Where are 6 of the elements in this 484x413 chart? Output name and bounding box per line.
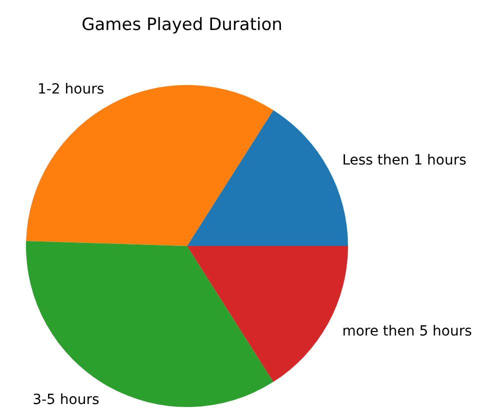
slice-label: more then 5 hours: [342, 323, 472, 340]
pie-slice: [26, 240, 274, 407]
chart-title: Games Played Duration: [82, 15, 282, 35]
slice-label: 1-2 hours: [37, 81, 104, 98]
slice-label: 3-5 hours: [32, 392, 100, 408]
slice-label: Less then 1 hours: [342, 152, 466, 169]
